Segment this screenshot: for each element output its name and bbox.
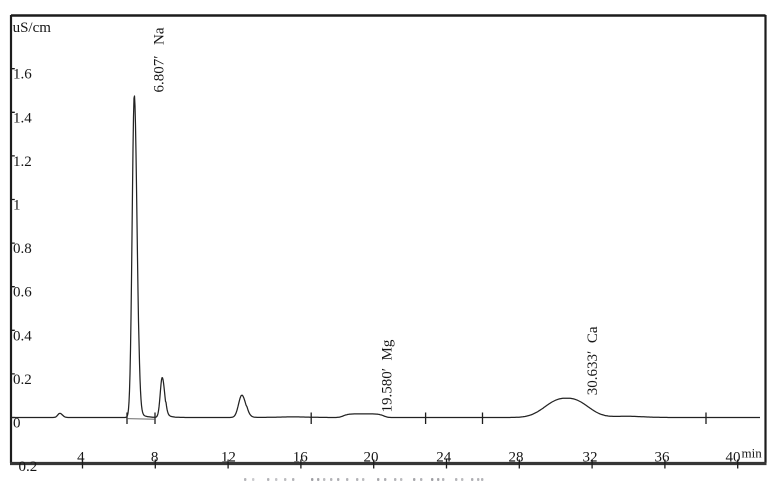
svg-text:12: 12	[221, 450, 236, 466]
svg-text:0.8: 0.8	[13, 241, 32, 257]
svg-text:1: 1	[13, 198, 21, 214]
svg-text:0.2: 0.2	[19, 459, 38, 475]
svg-text:0.2: 0.2	[13, 372, 32, 388]
svg-text:19.580′ Mg: 19.580′ Mg	[380, 339, 396, 412]
svg-text:min: min	[742, 446, 763, 461]
svg-text:uS/cm: uS/cm	[13, 20, 52, 36]
svg-text:1.4: 1.4	[13, 110, 32, 126]
svg-text:4: 4	[77, 450, 85, 466]
svg-text:0.4: 0.4	[13, 328, 32, 344]
svg-text:20: 20	[364, 450, 379, 466]
svg-text:0.6: 0.6	[13, 285, 32, 301]
svg-text:6.807′ Na: 6.807′ Na	[152, 27, 168, 92]
svg-text:8: 8	[151, 450, 159, 466]
svg-text:24: 24	[436, 450, 452, 466]
svg-text:1.2: 1.2	[13, 154, 32, 170]
svg-text:16: 16	[293, 450, 309, 466]
svg-text:28: 28	[509, 450, 524, 466]
svg-text:40: 40	[726, 450, 741, 466]
svg-text:32: 32	[583, 450, 598, 466]
svg-text:30.633′ Ca: 30.633′ Ca	[585, 326, 601, 395]
svg-text:36: 36	[655, 450, 671, 466]
svg-text:1.6: 1.6	[13, 67, 32, 83]
svg-text:0: 0	[13, 416, 21, 432]
